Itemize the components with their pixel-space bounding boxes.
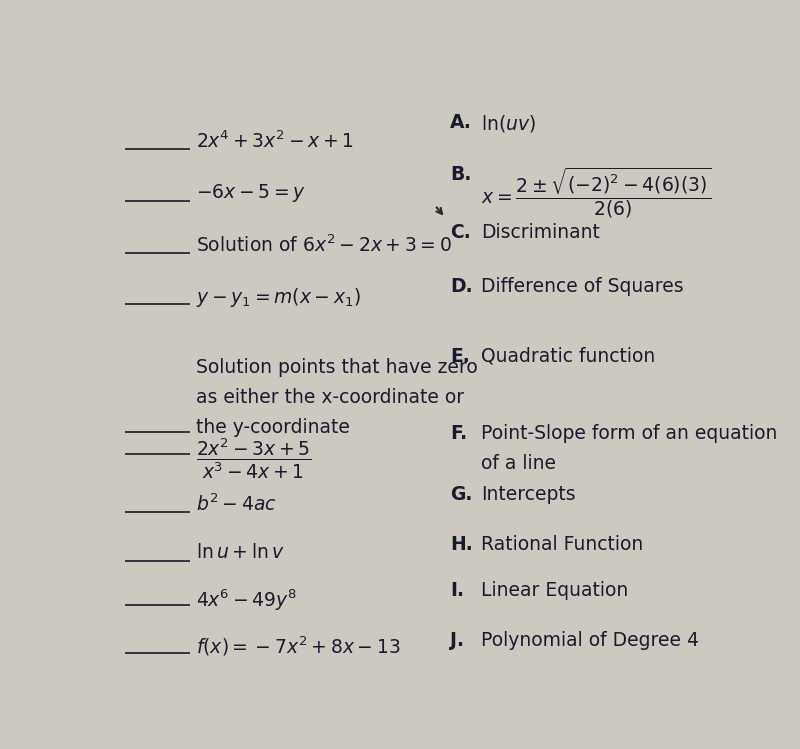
Text: the y-coordinate: the y-coordinate <box>196 418 350 437</box>
Text: C.: C. <box>450 222 471 241</box>
Text: $\ln u + \ln v$: $\ln u + \ln v$ <box>196 542 285 562</box>
Text: $4x^6-49y^8$: $4x^6-49y^8$ <box>196 587 297 613</box>
Text: H.: H. <box>450 535 473 554</box>
Text: I.: I. <box>450 581 464 600</box>
Text: F.: F. <box>450 425 467 443</box>
Text: Quadratic function: Quadratic function <box>482 347 655 366</box>
Text: G.: G. <box>450 485 473 504</box>
Text: Discriminant: Discriminant <box>482 222 600 241</box>
Text: $\ln(uv)$: $\ln(uv)$ <box>482 113 536 134</box>
Text: $x=\dfrac{2\pm\sqrt{(-2)^2-4(6)(3)}}{2(6)}$: $x=\dfrac{2\pm\sqrt{(-2)^2-4(6)(3)}}{2(6… <box>482 165 711 220</box>
Text: $y-y_1=m(x-x_1)$: $y-y_1=m(x-x_1)$ <box>196 286 361 309</box>
Text: Solution of $6x^2-2x+3=0$: Solution of $6x^2-2x+3=0$ <box>196 234 452 255</box>
Text: Difference of Squares: Difference of Squares <box>482 277 684 297</box>
Text: Polynomial of Degree 4: Polynomial of Degree 4 <box>482 631 699 650</box>
Text: $\dfrac{2x^2-3x+5}{x^3-4x+1}$: $\dfrac{2x^2-3x+5}{x^3-4x+1}$ <box>196 436 312 481</box>
Text: Linear Equation: Linear Equation <box>482 581 629 600</box>
Text: B.: B. <box>450 165 472 184</box>
Text: E.: E. <box>450 347 470 366</box>
Text: Point-Slope form of an equation: Point-Slope form of an equation <box>482 425 778 443</box>
Text: of a line: of a line <box>482 455 556 473</box>
Text: A.: A. <box>450 113 472 132</box>
Text: $2x^4+3x^2-x+1$: $2x^4+3x^2-x+1$ <box>196 130 354 152</box>
Text: as either the x-coordinate or: as either the x-coordinate or <box>196 388 464 407</box>
Text: J.: J. <box>450 631 464 650</box>
Text: $f(x)=-7x^2+8x-13$: $f(x)=-7x^2+8x-13$ <box>196 635 401 658</box>
Text: Rational Function: Rational Function <box>482 535 643 554</box>
Text: D.: D. <box>450 277 473 297</box>
Text: $b^2-4ac$: $b^2-4ac$ <box>196 494 277 515</box>
Text: Solution points that have zero: Solution points that have zero <box>196 358 478 377</box>
Text: Intercepts: Intercepts <box>482 485 576 504</box>
Text: $-6x-5=y$: $-6x-5=y$ <box>196 182 306 204</box>
